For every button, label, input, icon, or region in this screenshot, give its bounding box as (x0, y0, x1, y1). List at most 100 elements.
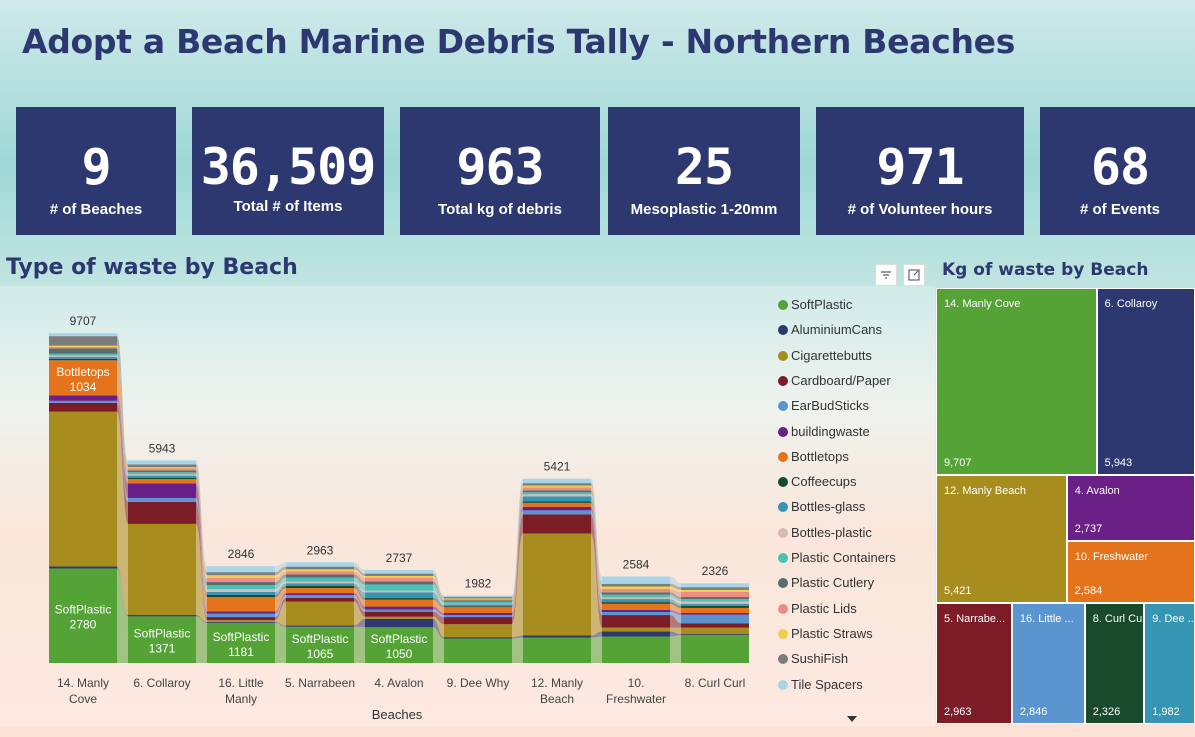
ribbon-band (512, 533, 523, 638)
ribbon-band (591, 506, 602, 612)
ribbon-segment (49, 402, 117, 412)
ribbon-segment (207, 591, 275, 595)
ribbon-segment (207, 585, 275, 590)
treemap-tile[interactable]: 5. Narrabe... 2,963 (936, 603, 1012, 724)
ribbon-segment (365, 577, 433, 582)
ribbon-band (433, 575, 444, 600)
ribbon-band (591, 631, 602, 638)
ribbon-band (670, 594, 681, 602)
ribbon-segment (128, 468, 196, 471)
ribbon-band (275, 569, 286, 578)
legend-label: Plastic Straws (791, 625, 873, 641)
ribbon-band (354, 626, 365, 663)
ribbon-segment (286, 574, 354, 578)
legend-label: SushiFish (791, 651, 849, 667)
ribbon-segment (207, 613, 275, 618)
ribbon-band (354, 588, 365, 607)
ribbon-segment (49, 348, 117, 354)
ribbon-band (275, 622, 286, 663)
focus-mode-icon[interactable] (903, 264, 925, 286)
treemap-tile[interactable]: 10. Freshwater 2,584 (1066, 540, 1195, 604)
treemap-tile[interactable]: 8. Curl Curl 2,326 (1084, 603, 1145, 724)
treemap-tile-label: 9. Dee ... (1152, 613, 1195, 626)
legend-marker (778, 350, 788, 361)
ribbon-segment (681, 607, 749, 614)
ribbon-band (275, 585, 286, 598)
ribbon-segment (602, 603, 670, 610)
ribbon-segment (286, 583, 354, 586)
ribbon-band (512, 510, 523, 618)
ribbon-band (117, 568, 128, 663)
ribbon-band (196, 475, 207, 595)
ribbon-segment (128, 501, 196, 524)
ribbon-segment (49, 360, 117, 396)
kpi-value: 9 (81, 138, 111, 196)
ribbon-segment (444, 624, 512, 638)
ribbon-segment (365, 581, 433, 585)
ribbon-segment (49, 336, 117, 346)
data-label: 1065 (307, 647, 334, 661)
ribbon-band (196, 477, 207, 598)
treemap-tile-value: 2,963 (944, 705, 972, 718)
category-label: Manly (225, 692, 257, 706)
data-label: SoftPlastic (292, 632, 349, 646)
ribbon-segment (365, 609, 433, 612)
treemap-tile[interactable]: 6. Collaroy 5,943 (1096, 288, 1195, 475)
data-label: 1181 (228, 645, 254, 659)
ribbon-band (196, 468, 207, 583)
ribbon-segment (286, 569, 354, 572)
ribbon-segment (681, 634, 749, 636)
kpi-label: Total # of Items (233, 198, 343, 215)
legend-scroll-down-icon[interactable] (845, 709, 859, 722)
ribbon-segment (523, 510, 591, 515)
ribbon-segment (128, 475, 196, 478)
ribbon-band (433, 599, 444, 614)
ribbon-band (275, 593, 286, 614)
ribbon-segment (444, 597, 512, 599)
ribbon-band (275, 581, 286, 592)
ribbon-segment (681, 635, 749, 663)
kpi-card: 36,509 Total # of Items (192, 107, 384, 235)
ribbon-band (196, 472, 207, 590)
category-label: 6. Collaroy (133, 676, 190, 690)
total-label: 2326 (702, 564, 729, 578)
ribbon-segment (286, 601, 354, 626)
ribbon-band (670, 592, 681, 600)
ribbon-band (670, 603, 681, 614)
legend-label: AluminiumCans (791, 322, 883, 338)
ribbon-band (591, 487, 602, 593)
ribbon-segment (207, 582, 275, 586)
ribbon-band (512, 485, 523, 600)
ribbon-segment (602, 588, 670, 593)
kpi-label: # of Volunteer hours (847, 201, 993, 218)
kpi-card: 971 # of Volunteer hours (816, 107, 1024, 235)
ribbon-segment (681, 614, 749, 624)
legend-marker (778, 628, 788, 639)
data-label: 1371 (149, 642, 176, 656)
ribbon-band (354, 593, 365, 610)
ribbon-segment (49, 568, 117, 663)
filter-icon[interactable] (875, 264, 897, 286)
ribbon-band (354, 583, 365, 599)
treemap-tile-value: 9,707 (944, 456, 972, 469)
treemap-tile[interactable]: 9. Dee ... 1,982 (1144, 603, 1195, 724)
legend-marker (778, 300, 788, 310)
ribbon-band (512, 502, 523, 614)
treemap-tile[interactable]: 14. Manly Cove 9,707 (936, 288, 1097, 475)
ribbon-segment (207, 577, 275, 583)
treemap-tile[interactable]: 16. Little ... 2,846 (1011, 603, 1085, 724)
ribbon-band (275, 588, 286, 612)
treemap-tile[interactable]: 4. Avalon 2,737 (1066, 474, 1195, 541)
legend-label: Bottles-glass (791, 499, 866, 515)
ribbon-band (670, 602, 681, 608)
ribbon-segment (49, 358, 117, 361)
ribbon-band (275, 595, 286, 618)
ribbon-band (433, 611, 444, 625)
ribbon-segment (128, 616, 196, 663)
treemap-tile[interactable]: 12. Manly Beach 5,421 (936, 474, 1067, 604)
ribbon-segment (523, 501, 591, 503)
legend-marker (778, 375, 788, 386)
ribbon-segment (365, 599, 433, 607)
ribbon-segment (128, 470, 196, 473)
data-label: SoftPlastic (213, 630, 270, 644)
